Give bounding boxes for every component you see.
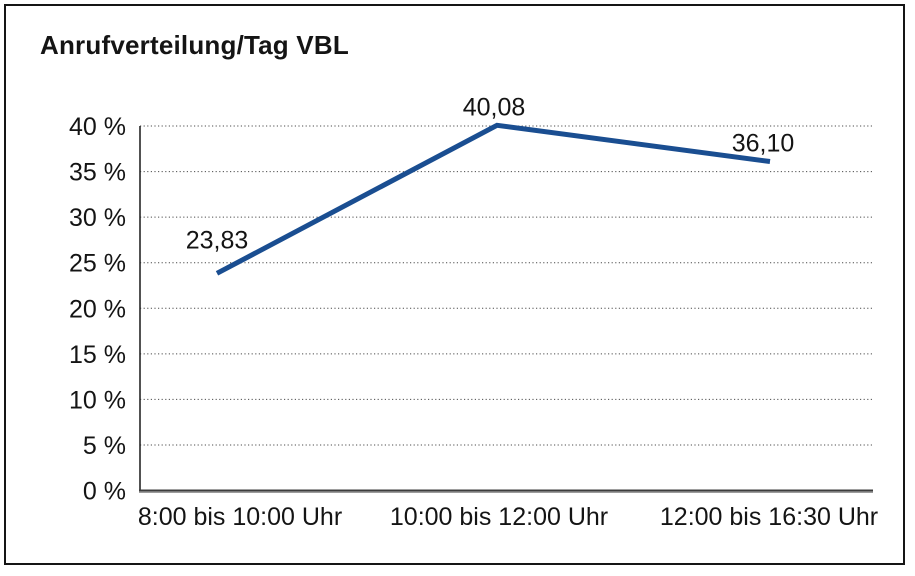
x-axis-label: 8:00 bis 10:00 Uhr bbox=[137, 503, 343, 531]
data-point-label: 23,83 bbox=[186, 226, 249, 254]
x-axis-label: 12:00 bis 16:30 Uhr bbox=[659, 503, 879, 531]
series-line bbox=[215, 122, 771, 276]
y-axis-tick-label: 35 % bbox=[69, 159, 126, 187]
y-axis-tick-label: 0 % bbox=[83, 478, 126, 506]
chart-frame-border bbox=[4, 4, 905, 565]
x-axis-label: 10:00 bis 12:00 Uhr bbox=[389, 503, 609, 531]
y-axis-tick-label: 15 % bbox=[69, 341, 126, 369]
y-axis-tick-label: 5 % bbox=[83, 432, 126, 460]
y-axis-tick-label: 30 % bbox=[69, 204, 126, 232]
y-axis-tick-label: 40 % bbox=[69, 113, 126, 141]
y-axis-tick-label: 10 % bbox=[69, 386, 126, 414]
y-axis-tick-label: 25 % bbox=[69, 250, 126, 278]
data-point-label: 40,08 bbox=[463, 93, 526, 121]
y-axis-tick-label: 20 % bbox=[69, 295, 126, 323]
data-point-label: 36,10 bbox=[732, 130, 795, 158]
chart-title: Anrufverteilung/Tag VBL bbox=[40, 30, 349, 60]
